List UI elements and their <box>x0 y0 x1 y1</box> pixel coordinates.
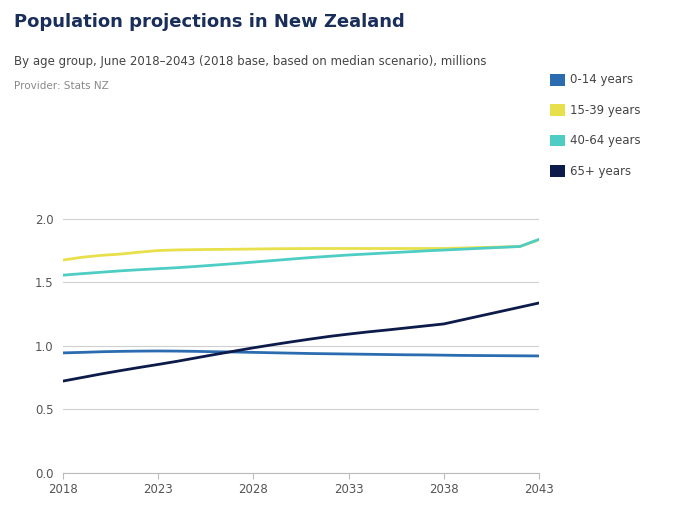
Text: 65+ years: 65+ years <box>570 165 631 177</box>
Text: 0-14 years: 0-14 years <box>570 74 634 86</box>
Text: Provider: Stats NZ: Provider: Stats NZ <box>14 81 108 91</box>
Text: figure.nz: figure.nz <box>568 13 649 29</box>
Text: 40-64 years: 40-64 years <box>570 134 641 147</box>
Text: Population projections in New Zealand: Population projections in New Zealand <box>14 13 405 31</box>
Text: By age group, June 2018–2043 (2018 base, based on median scenario), millions: By age group, June 2018–2043 (2018 base,… <box>14 55 486 68</box>
Text: 15-39 years: 15-39 years <box>570 104 641 117</box>
